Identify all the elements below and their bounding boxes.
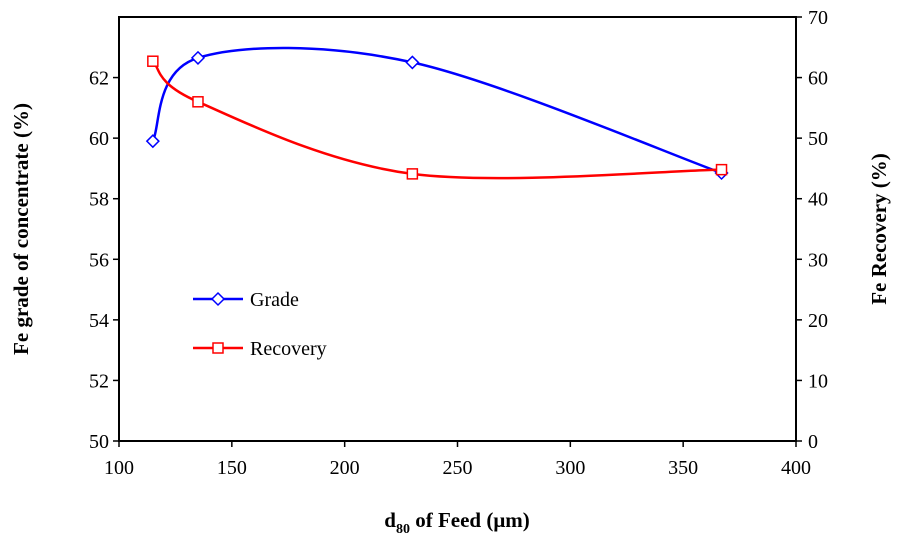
x-axis-title: d80 of Feed (μm) [384, 508, 529, 535]
y-left-tick-label: 50 [89, 431, 109, 453]
x-tick-label: 200 [330, 457, 360, 479]
y-right-tick-label: 50 [808, 128, 828, 150]
y-left-tick-label: 62 [89, 68, 109, 90]
x-tick-label: 400 [781, 457, 811, 479]
recovery-data-point [192, 96, 204, 108]
x-tick-label: 300 [555, 457, 585, 479]
y-left-tick-label: 58 [89, 189, 109, 211]
axes-layer: 100 150 200 250 300 350 400 50 52 54 56 58 60 62 0 10 20… [89, 7, 828, 479]
x-tick-label: 150 [217, 457, 247, 479]
legend: Grade Recovery [193, 289, 327, 360]
y-right-tick-label: 20 [808, 310, 828, 332]
y-right-tick-label: 40 [808, 189, 828, 211]
recovery-data-point [715, 163, 728, 176]
y-right-tick-label: 0 [808, 431, 818, 453]
legend-label-recovery: Recovery [250, 338, 327, 360]
y-left-tick-label: 54 [89, 310, 109, 332]
x-tick-label: 250 [443, 457, 473, 479]
y-right-tick-label: 10 [808, 370, 828, 392]
y-left-tick-label: 56 [89, 249, 109, 271]
x-tick-label: 100 [104, 457, 134, 479]
grade-data-point [405, 55, 420, 70]
legend-marker-recovery [212, 342, 224, 354]
recovery-data-point [406, 168, 419, 180]
x-tick-label: 350 [668, 457, 698, 479]
grade-series-line [151, 46, 722, 175]
plot-frame [118, 16, 797, 442]
y-left-tick-label: 60 [89, 128, 109, 150]
y-right-tick-label: 30 [808, 249, 828, 271]
series-layer [145, 46, 729, 181]
recovery-data-point [147, 55, 159, 67]
grade-data-point [190, 50, 206, 65]
legend-label-grade: Grade [250, 289, 299, 311]
y-axis-left-title: Fe grade of concentrate (%) [9, 103, 33, 355]
y-right-tick-label: 70 [808, 7, 828, 29]
legend-marker-grade [210, 291, 226, 307]
recovery-series-line [151, 60, 722, 180]
grade-data-point [145, 134, 160, 149]
y-left-tick-label: 52 [89, 370, 109, 392]
y-axis-right-title: Fe Recovery (%) [867, 153, 891, 305]
y-right-tick-label: 60 [808, 68, 828, 90]
